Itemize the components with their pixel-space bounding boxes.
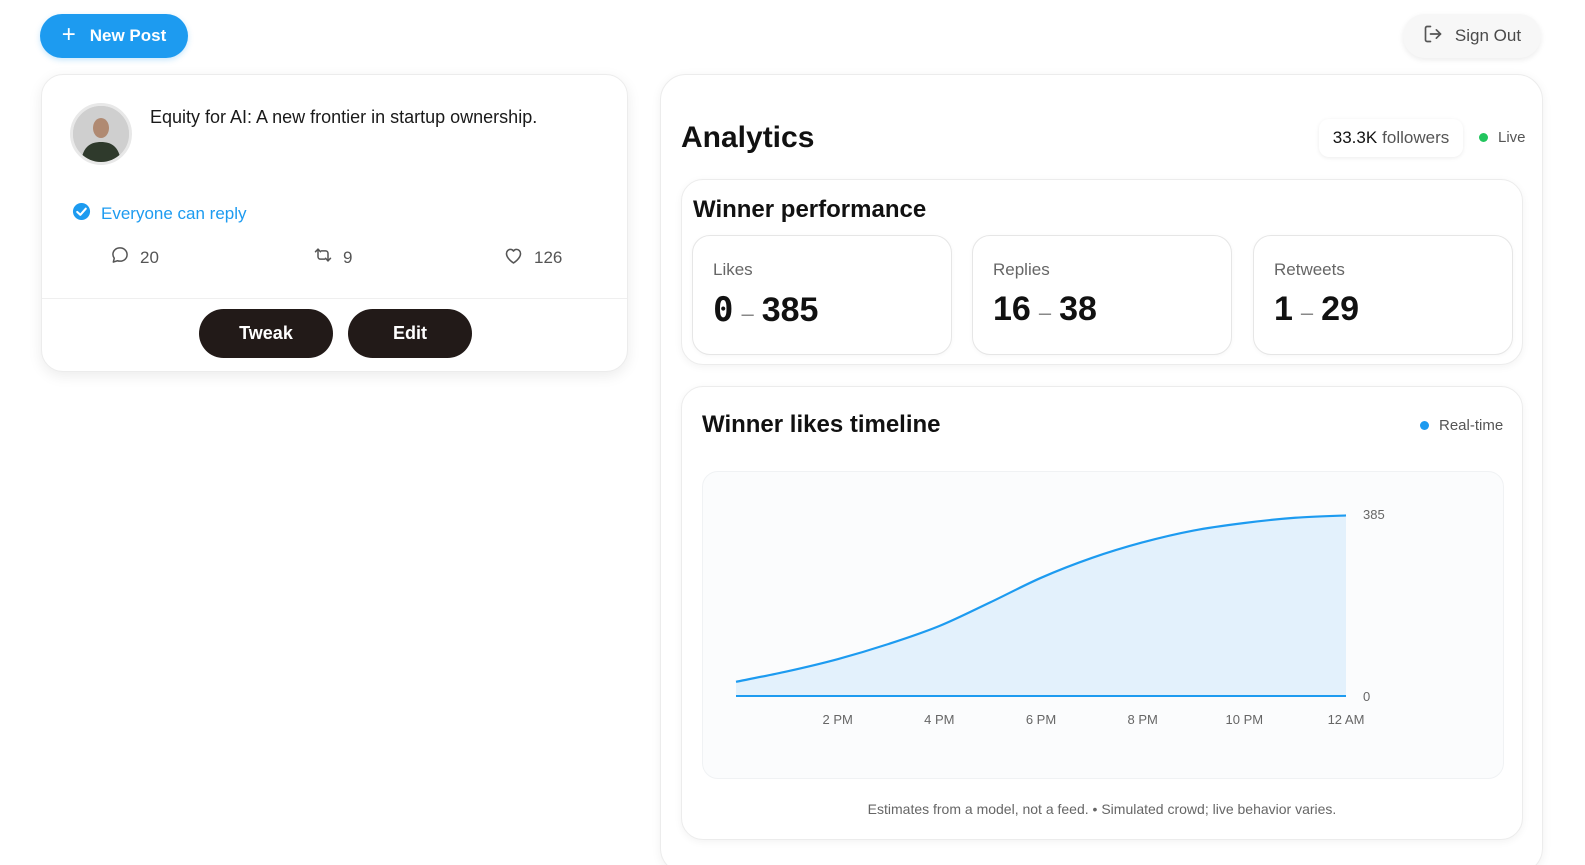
likes-metric: Likes 0 – 385	[692, 235, 952, 355]
analytics-panel: Analytics 33.3K followers Live Winner pe…	[660, 74, 1543, 865]
live-label: Live	[1498, 129, 1526, 146]
x-tick-label: 8 PM	[1127, 712, 1157, 727]
like-stat[interactable]: 126	[503, 245, 562, 271]
metric-label: Replies	[993, 260, 1050, 279]
chart-svg: 2 PM 4 PM 6 PM 8 PM 10 PM 12 AM 385 0	[735, 507, 1385, 727]
followers-label: followers	[1382, 128, 1450, 147]
realtime-dot-icon	[1420, 421, 1429, 430]
timeline-title: Winner likes timeline	[702, 411, 941, 438]
metric-low: 1	[1274, 290, 1293, 328]
metric-low: 16	[993, 290, 1031, 328]
metric-range: 0 – 385	[713, 290, 818, 330]
x-tick-label: 10 PM	[1226, 712, 1264, 727]
retweets-metric: Retweets 1 – 29	[1253, 235, 1513, 355]
reply-count: 20	[140, 247, 159, 267]
tweak-button[interactable]: Tweak	[199, 309, 333, 358]
y-tick-label: 385	[1363, 507, 1385, 522]
plus-icon: +	[61, 21, 76, 48]
post-text: Equity for AI: A new frontier in startup…	[150, 107, 538, 127]
retweet-stat[interactable]: 9	[313, 245, 352, 270]
new-post-button[interactable]: + New Post	[40, 14, 188, 58]
avatar[interactable]	[70, 103, 132, 165]
realtime-indicator: Real-time	[1420, 417, 1503, 434]
likes-timeline-card: Winner likes timeline Real-time 2 PM 4 PM…	[681, 386, 1523, 840]
comment-icon	[110, 245, 130, 270]
timeline-footnote: Estimates from a model, not a feed. • Si…	[867, 801, 1337, 817]
likes-chart: 2 PM 4 PM 6 PM 8 PM 10 PM 12 AM 385 0	[702, 471, 1504, 779]
reply-setting-label: Everyone can reply	[101, 204, 247, 223]
analytics-title: Analytics	[681, 121, 815, 154]
followers-count: 33.3K	[1332, 128, 1378, 147]
performance-title: Winner performance	[693, 196, 927, 223]
post-stats: 20 9 126	[42, 245, 627, 271]
live-dot-icon	[1479, 133, 1488, 142]
range-separator: –	[741, 301, 754, 326]
post-card: Equity for AI: A new frontier in startup…	[41, 74, 628, 372]
new-post-label: New Post	[89, 26, 167, 45]
metric-low: 0	[713, 290, 734, 330]
range-separator: –	[1300, 300, 1314, 325]
metric-high: 38	[1059, 290, 1097, 328]
reply-stat[interactable]: 20	[110, 245, 159, 270]
likes-area	[736, 515, 1346, 696]
check-circle-icon	[72, 202, 91, 226]
replies-metric: Replies 16 – 38	[972, 235, 1232, 355]
reply-setting[interactable]: Everyone can reply	[72, 202, 247, 226]
edit-button[interactable]: Edit	[348, 309, 472, 358]
sign-out-label: Sign Out	[1454, 26, 1522, 45]
metric-high: 29	[1321, 290, 1359, 328]
metric-range: 16 – 38	[993, 290, 1097, 329]
sign-out-button[interactable]: Sign Out	[1403, 14, 1541, 58]
divider	[42, 298, 627, 299]
live-indicator: Live	[1479, 129, 1526, 146]
logout-icon	[1423, 24, 1443, 49]
x-tick-label: 12 AM	[1328, 712, 1365, 727]
followers-badge: 33.3K followers	[1319, 119, 1463, 157]
x-tick-label: 4 PM	[924, 712, 954, 727]
y-tick-label: 0	[1363, 689, 1370, 704]
likes-line	[735, 514, 1347, 683]
retweet-icon	[313, 245, 333, 270]
realtime-label: Real-time	[1439, 417, 1504, 434]
x-tick-label: 2 PM	[822, 712, 852, 727]
metric-range: 1 – 29	[1274, 290, 1359, 329]
metric-high: 385	[761, 291, 819, 329]
x-tick-label: 6 PM	[1026, 712, 1056, 727]
metric-label: Likes	[713, 260, 753, 279]
retweet-count: 9	[343, 247, 353, 267]
heart-icon	[503, 245, 524, 271]
range-separator: –	[1038, 300, 1052, 325]
like-count: 126	[534, 248, 563, 267]
metric-label: Retweets	[1274, 260, 1345, 279]
winner-performance-card: Winner performance Likes 0 – 385 Replies…	[681, 179, 1523, 365]
